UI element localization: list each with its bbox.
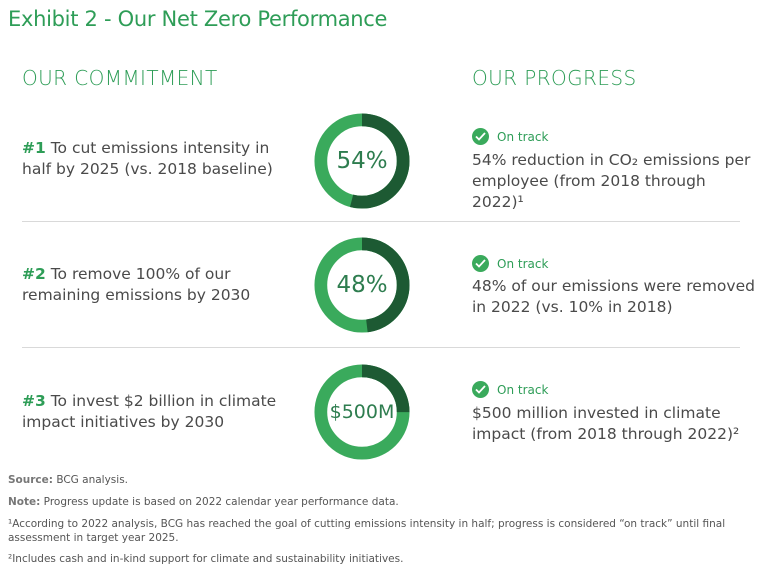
commitment-text: #2 To remove 100% of our remaining emiss… (22, 264, 292, 306)
check-circle-icon (472, 128, 489, 145)
commitment-row-3: #3 To invest $2 billion in climate impac… (0, 349, 768, 476)
progress-text: $500 million invested in climate impact … (472, 404, 740, 443)
commitment-row-2: #2 To remove 100% of our remaining emiss… (0, 222, 768, 349)
commitment-text: #1 To cut emissions intensity in half by… (22, 138, 292, 180)
status-label: On track (497, 256, 549, 271)
status-badge: On track (472, 381, 548, 398)
status-badge: On track (472, 255, 548, 272)
row-divider (22, 347, 740, 348)
status-label: On track (497, 382, 549, 397)
progress-ring (314, 113, 410, 209)
progress-header: OUR PROGRESS (472, 66, 637, 90)
check-circle-icon (472, 255, 489, 272)
commitment-header: OUR COMMITMENT (22, 66, 218, 90)
check-circle-icon (472, 381, 489, 398)
ring-progress-arc (314, 364, 410, 460)
footnote-1: ¹According to 2022 analysis, BCG has rea… (8, 518, 726, 544)
commitment-description: To remove 100% of our remaining emission… (22, 265, 251, 304)
commitment-number: #1 (22, 139, 46, 157)
source-text: BCG analysis. (52, 474, 128, 486)
commitment-row-1: #1 To cut emissions intensity in half by… (0, 98, 768, 225)
commitment-number: #2 (22, 265, 46, 283)
footnote-2: ²Includes cash and in-kind support for c… (8, 553, 404, 565)
source-note: Source: BCG analysis. (8, 473, 763, 487)
ring-progress-arc (314, 113, 410, 209)
status-label: On track (497, 129, 549, 144)
source-label: Source: (8, 474, 53, 486)
status-badge: On track (472, 128, 548, 145)
commitment-description: To cut emissions intensity in half by 20… (22, 139, 273, 178)
commitment-text: #3 To invest $2 billion in climate impac… (22, 391, 292, 433)
note: Note: Progress update is based on 2022 c… (8, 495, 763, 509)
progress-text: 54% reduction in CO₂ emissions per emplo… (472, 151, 751, 211)
progress-ring (314, 364, 410, 460)
progress-text: 48% of our emissions were removed in 202… (472, 277, 755, 316)
ring-progress-arc (314, 237, 410, 333)
page-title: Exhibit 2 - Our Net Zero Performance (8, 7, 388, 31)
note-label: Note: (8, 496, 41, 508)
row-divider (22, 221, 740, 222)
ring-value: 48% (336, 272, 388, 298)
note-text: Progress update is based on 2022 calenda… (40, 496, 399, 508)
ring-value: 54% (336, 148, 388, 174)
ring-value: $500M (329, 401, 395, 423)
progress-ring (314, 237, 410, 333)
commitment-number: #3 (22, 392, 46, 410)
commitment-description: To invest $2 billion in climate impact i… (22, 392, 277, 431)
